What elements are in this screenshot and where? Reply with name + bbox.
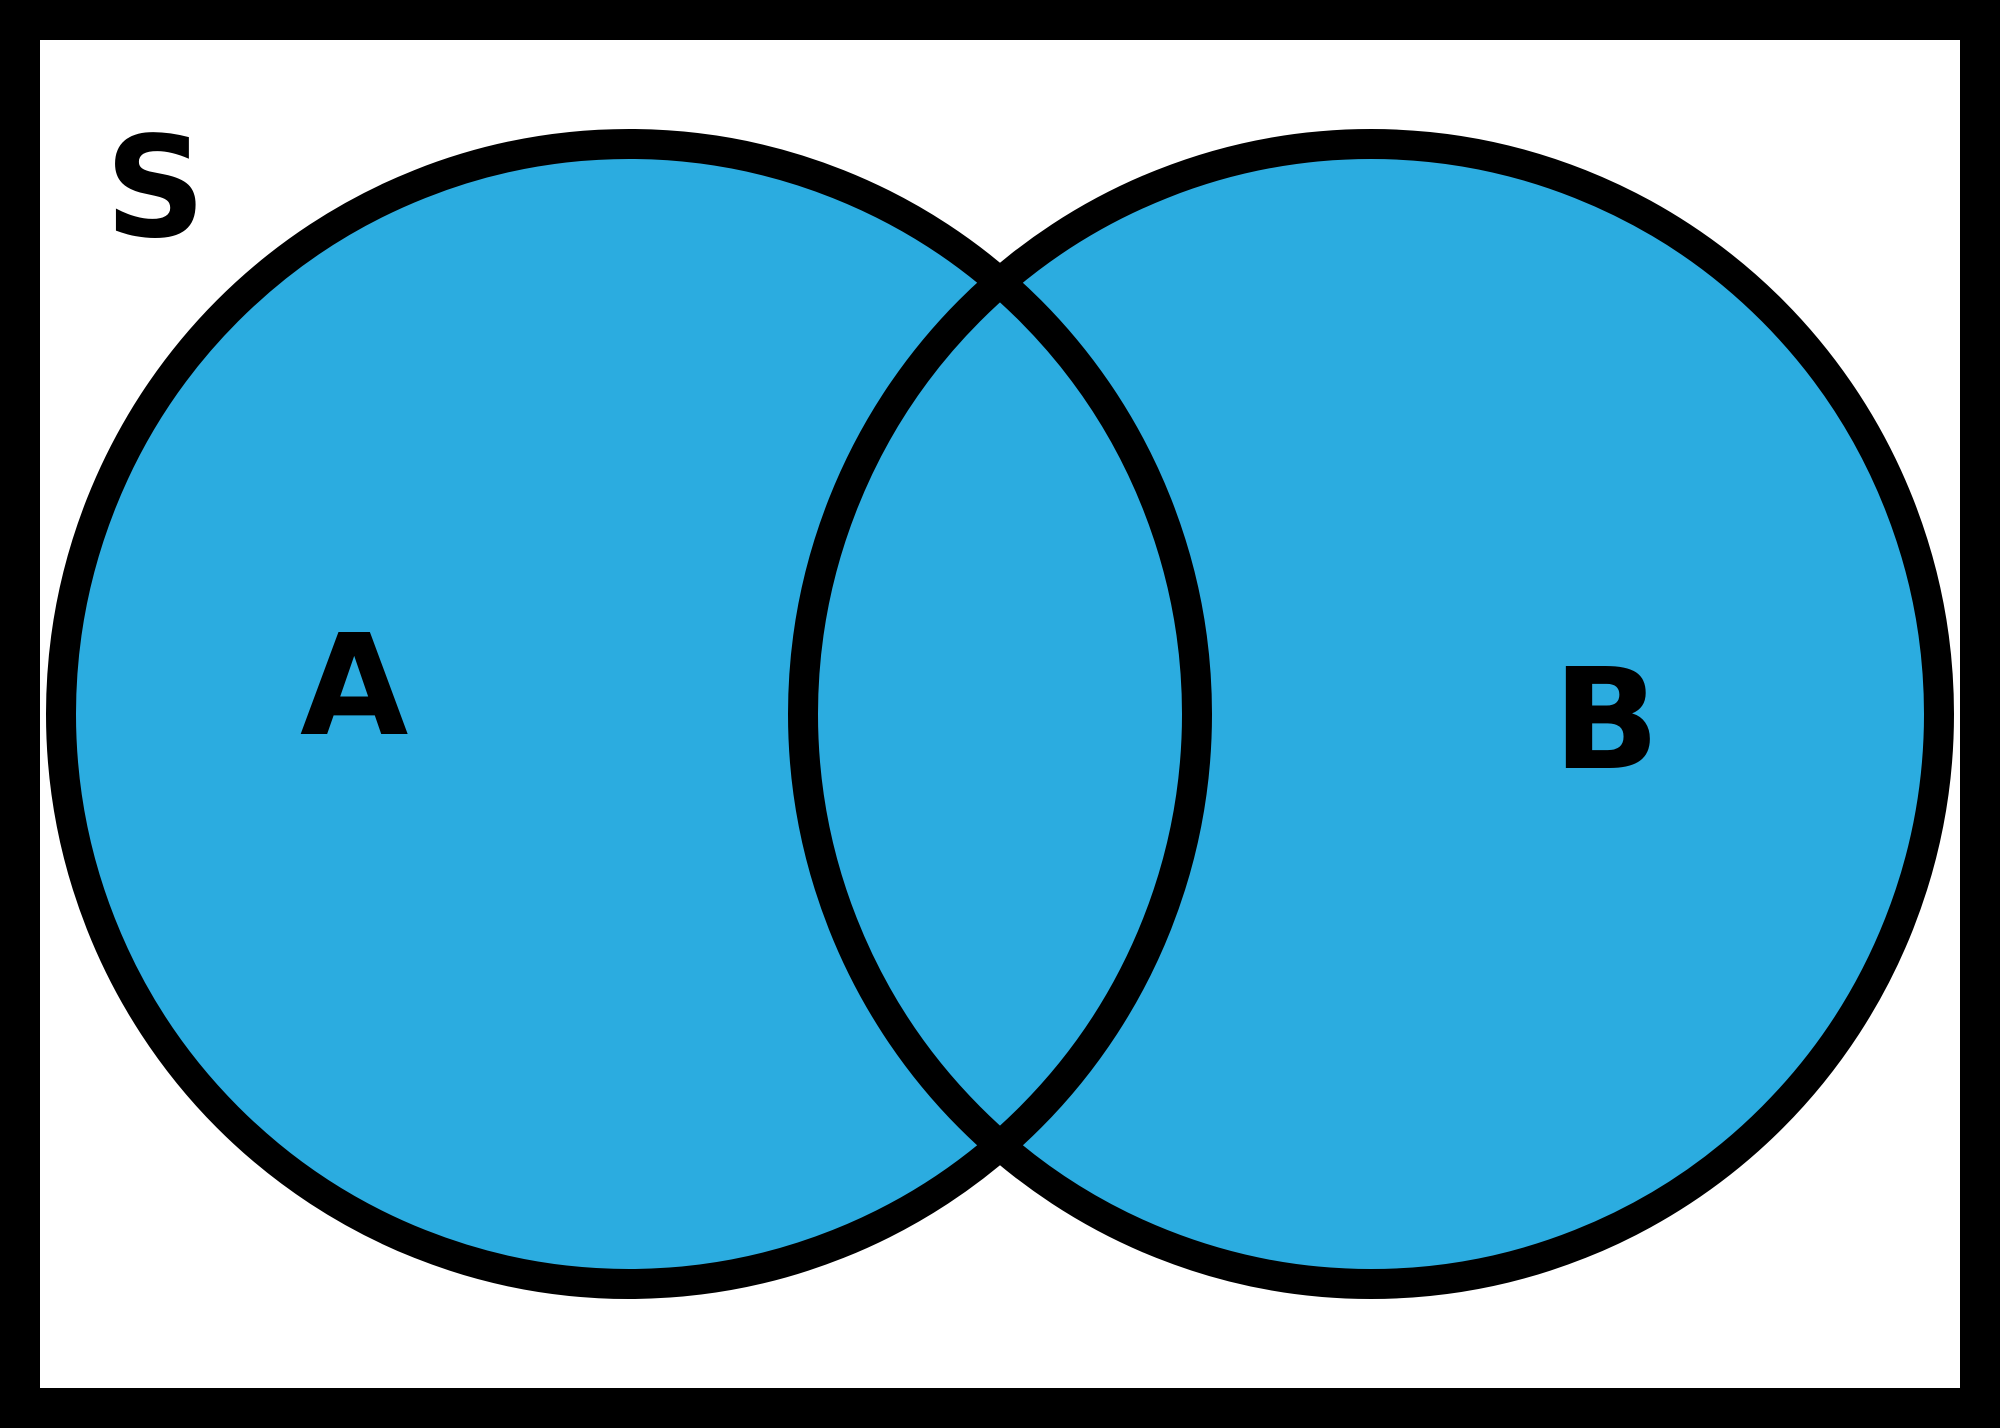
set-a-label: A xyxy=(300,605,408,768)
set-b-circle xyxy=(788,129,1954,1299)
set-a-circle xyxy=(46,129,1212,1299)
set-b-fill xyxy=(803,144,1939,1284)
universe-label: S xyxy=(105,107,206,270)
set-b-label: B xyxy=(1553,639,1660,802)
